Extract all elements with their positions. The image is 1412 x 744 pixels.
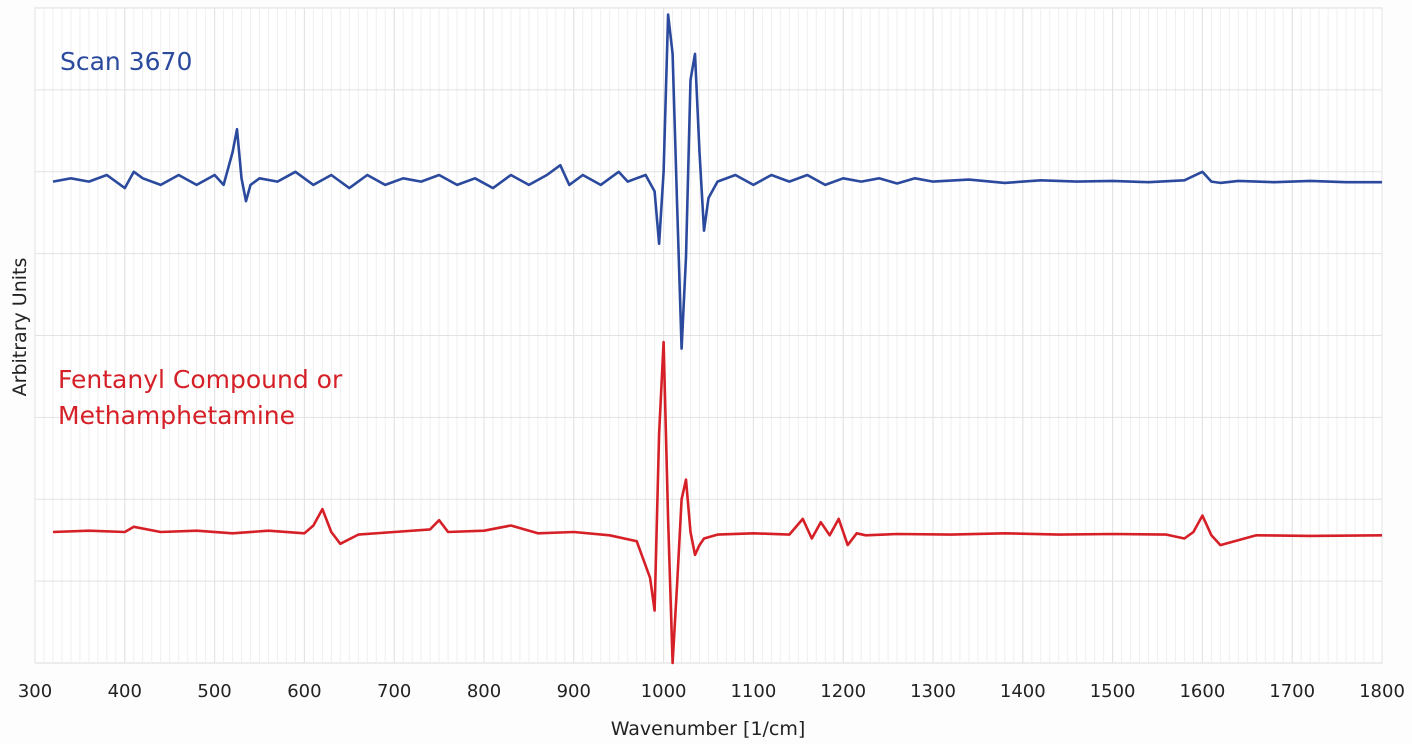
x-tick-label: 900 [557,681,591,702]
x-tick-label: 1000 [641,681,687,702]
x-tick-label: 1500 [1090,681,1136,702]
x-tick-label: 400 [108,681,142,702]
series-label-reference-line2: Methamphetamine [58,401,295,430]
x-tick-label: 1100 [730,681,776,702]
x-tick-label: 1800 [1359,681,1405,702]
series-label-scan: Scan 3670 [60,47,192,76]
x-tick-label: 1300 [910,681,956,702]
x-tick-label: 300 [18,681,52,702]
x-tick-label: 600 [287,681,321,702]
series-label-reference-line1: Fentanyl Compound or [58,365,343,394]
x-tick-label: 1200 [820,681,866,702]
series-layer [52,13,1383,665]
series-line-1 [52,340,1383,665]
x-tick-label: 700 [377,681,411,702]
x-tick-label: 500 [197,681,231,702]
x-axis-title: Wavenumber [1/cm] [611,718,806,740]
x-tick-label: 800 [467,681,501,702]
x-tick-label: 1700 [1269,681,1315,702]
x-tick-labels: 300 400 500 600 700 800 900 1000 1100 1200 1300 140… [18,681,1405,702]
x-tick-label: 1600 [1179,681,1225,702]
major-gridlines [34,8,1383,663]
x-tick-label: 1400 [1000,681,1046,702]
y-axis-title: Arbitrary Units [9,258,31,397]
series-line-0 [52,13,1382,350]
